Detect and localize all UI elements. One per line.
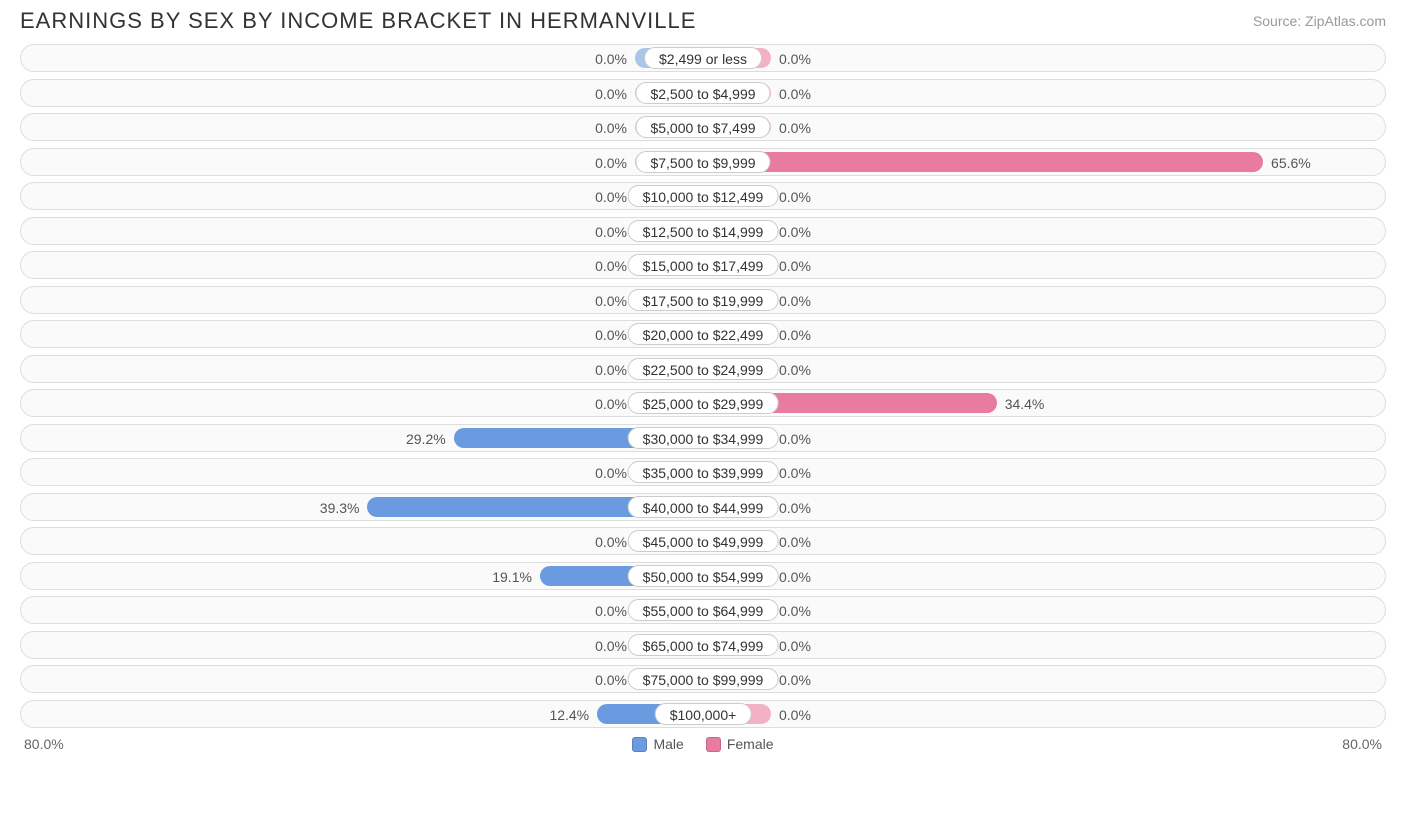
category-label: $45,000 to $49,999	[628, 530, 779, 552]
category-label: $2,500 to $4,999	[635, 82, 770, 104]
male-pct-label: 19.1%	[492, 563, 532, 591]
chart-header: EARNINGS BY SEX BY INCOME BRACKET IN HER…	[0, 0, 1406, 44]
category-label: $100,000+	[655, 703, 752, 725]
chart-row: 39.3% 0.0%$40,000 to $44,999	[20, 493, 1386, 521]
legend-label-male: Male	[653, 736, 683, 752]
chart-row: 0.0% 0.0%$65,000 to $74,999	[20, 631, 1386, 659]
chart-row: 0.0% 0.0%$12,500 to $14,999	[20, 217, 1386, 245]
male-pct-label: 0.0%	[595, 632, 627, 660]
male-pct-label: 39.3%	[320, 494, 360, 522]
chart-row: 0.0% 0.0% $5,000 to $7,499	[20, 113, 1386, 141]
legend-item-female: Female	[706, 736, 774, 752]
male-pct-label: 0.0%	[595, 597, 627, 625]
male-pct-label: 0.0%	[595, 149, 627, 177]
chart-row: 0.0% 0.0%$35,000 to $39,999	[20, 458, 1386, 486]
male-pct-label: 0.0%	[595, 252, 627, 280]
male-pct-label: 29.2%	[406, 425, 446, 453]
male-pct-label: 0.0%	[595, 390, 627, 418]
female-pct-label: 0.0%	[779, 597, 811, 625]
chart-footer: 80.0% Male Female 80.0%	[0, 734, 1406, 752]
category-label: $65,000 to $74,999	[628, 634, 779, 656]
female-pct-label: 0.0%	[779, 287, 811, 315]
axis-label-right: 80.0%	[1342, 736, 1382, 752]
female-pct-label: 0.0%	[779, 425, 811, 453]
male-pct-label: 0.0%	[595, 218, 627, 246]
chart-row: 0.0% 0.0%$45,000 to $49,999	[20, 527, 1386, 555]
category-label: $40,000 to $44,999	[628, 496, 779, 518]
category-label: $35,000 to $39,999	[628, 461, 779, 483]
female-pct-label: 65.6%	[1271, 149, 1311, 177]
female-pct-label: 0.0%	[779, 183, 811, 211]
category-label: $12,500 to $14,999	[628, 220, 779, 242]
male-pct-label: 0.0%	[595, 459, 627, 487]
male-pct-label: 0.0%	[595, 287, 627, 315]
male-pct-label: 0.0%	[595, 114, 627, 142]
category-label: $50,000 to $54,999	[628, 565, 779, 587]
category-label: $10,000 to $12,499	[628, 185, 779, 207]
male-pct-label: 0.0%	[595, 321, 627, 349]
male-pct-label: 0.0%	[595, 45, 627, 73]
chart-row: 0.0% 65.6% $7,500 to $9,999	[20, 148, 1386, 176]
chart-source: Source: ZipAtlas.com	[1253, 13, 1386, 29]
legend-label-female: Female	[727, 736, 774, 752]
chart-row: 0.0% 0.0%$75,000 to $99,999	[20, 665, 1386, 693]
female-pct-label: 0.0%	[779, 563, 811, 591]
chart-body: 0.0% 0.0% $2,499 or less 0.0% 0.0% $2,500 to …	[0, 44, 1406, 728]
chart-row: 12.4% 0.0% $100,000+	[20, 700, 1386, 728]
female-pct-label: 0.0%	[779, 45, 811, 73]
category-label: $55,000 to $64,999	[628, 599, 779, 621]
chart-row: 0.0% 0.0% $2,500 to $4,999	[20, 79, 1386, 107]
category-label: $75,000 to $99,999	[628, 668, 779, 690]
female-pct-label: 0.0%	[779, 252, 811, 280]
category-label: $7,500 to $9,999	[635, 151, 770, 173]
male-pct-label: 12.4%	[549, 701, 589, 729]
female-pct-label: 0.0%	[779, 80, 811, 108]
chart-row: 0.0% 0.0%$20,000 to $22,499	[20, 320, 1386, 348]
chart-title: EARNINGS BY SEX BY INCOME BRACKET IN HER…	[20, 8, 696, 34]
legend-swatch-male	[632, 737, 647, 752]
legend-item-male: Male	[632, 736, 683, 752]
female-pct-label: 34.4%	[1005, 390, 1045, 418]
category-label: $2,499 or less	[644, 47, 762, 69]
female-pct-label: 0.0%	[779, 356, 811, 384]
category-label: $15,000 to $17,499	[628, 254, 779, 276]
male-pct-label: 0.0%	[595, 356, 627, 384]
female-pct-label: 0.0%	[779, 459, 811, 487]
female-pct-label: 0.0%	[779, 218, 811, 246]
chart-row: 0.0% 0.0%$10,000 to $12,499	[20, 182, 1386, 210]
female-pct-label: 0.0%	[779, 666, 811, 694]
male-pct-label: 0.0%	[595, 80, 627, 108]
male-pct-label: 0.0%	[595, 528, 627, 556]
category-label: $22,500 to $24,999	[628, 358, 779, 380]
chart-row: 29.2% 0.0%$30,000 to $34,999	[20, 424, 1386, 452]
chart-legend: Male Female	[632, 736, 773, 752]
chart-row: 0.0% 34.4% $25,000 to $29,999	[20, 389, 1386, 417]
chart-row: 0.0% 0.0%$15,000 to $17,499	[20, 251, 1386, 279]
female-bar	[703, 152, 1263, 172]
category-label: $5,000 to $7,499	[635, 116, 770, 138]
female-pct-label: 0.0%	[779, 494, 811, 522]
chart-row: 0.0% 0.0%$22,500 to $24,999	[20, 355, 1386, 383]
male-pct-label: 0.0%	[595, 666, 627, 694]
category-label: $20,000 to $22,499	[628, 323, 779, 345]
female-pct-label: 0.0%	[779, 701, 811, 729]
chart-row: 0.0% 0.0% $2,499 or less	[20, 44, 1386, 72]
category-label: $25,000 to $29,999	[628, 392, 779, 414]
axis-label-left: 80.0%	[24, 736, 64, 752]
male-pct-label: 0.0%	[595, 183, 627, 211]
category-label: $17,500 to $19,999	[628, 289, 779, 311]
female-pct-label: 0.0%	[779, 528, 811, 556]
chart-row: 0.0% 0.0%$17,500 to $19,999	[20, 286, 1386, 314]
female-pct-label: 0.0%	[779, 114, 811, 142]
category-label: $30,000 to $34,999	[628, 427, 779, 449]
female-pct-label: 0.0%	[779, 321, 811, 349]
chart-row: 0.0% 0.0%$55,000 to $64,999	[20, 596, 1386, 624]
chart-row: 19.1% 0.0%$50,000 to $54,999	[20, 562, 1386, 590]
female-pct-label: 0.0%	[779, 632, 811, 660]
legend-swatch-female	[706, 737, 721, 752]
